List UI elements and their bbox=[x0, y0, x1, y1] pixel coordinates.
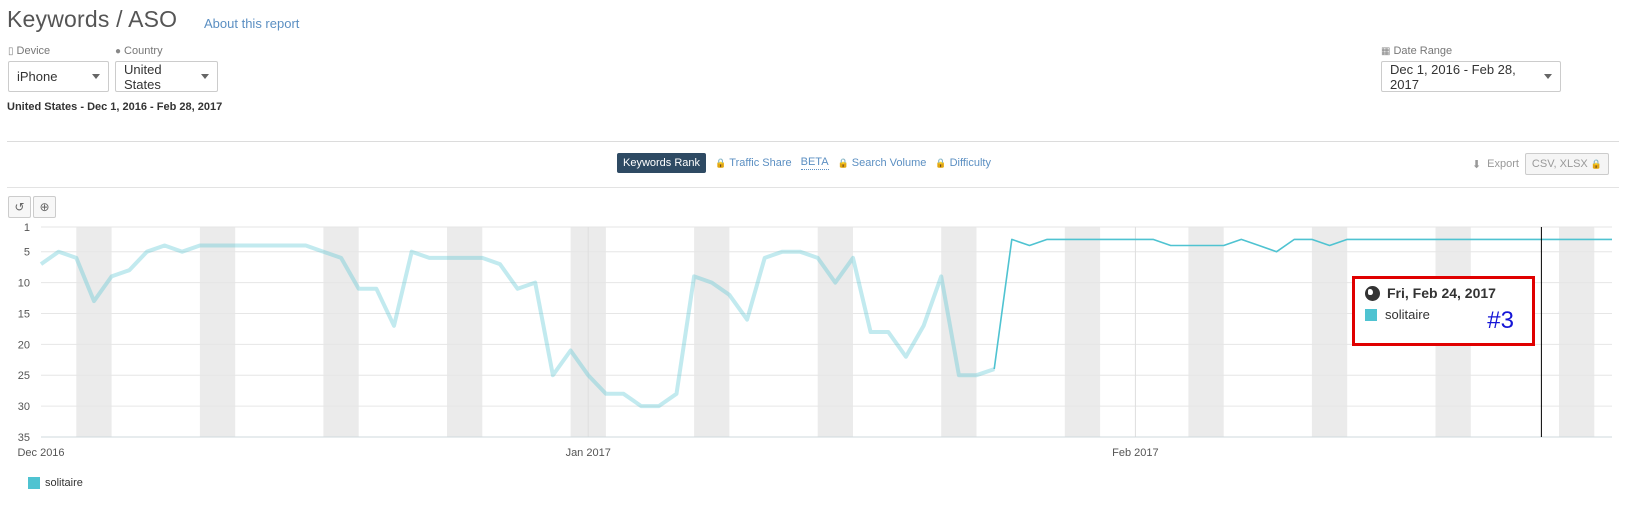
divider bbox=[7, 141, 1619, 142]
date-range-select[interactable]: Dec 1, 2016 - Feb 28, 2017 bbox=[1381, 61, 1561, 92]
tooltip-series-name: solitaire bbox=[1385, 307, 1430, 322]
export-button-label: CSV, XLSX bbox=[1531, 158, 1588, 170]
y-tick-label: 20 bbox=[18, 339, 30, 351]
y-tick-label: 10 bbox=[18, 278, 30, 290]
chart-tooltip: Fri, Feb 24, 2017 solitaire #3 bbox=[1352, 276, 1535, 346]
y-tick-label: 30 bbox=[18, 401, 30, 413]
country-select-value: United States bbox=[124, 61, 162, 92]
tooltip-series: solitaire bbox=[1365, 307, 1430, 322]
tab-keywords-rank[interactable]: Keywords Rank bbox=[617, 153, 707, 173]
weekend-band bbox=[76, 227, 112, 437]
tab-traffic-share[interactable]: 🔒 Traffic Share bbox=[715, 157, 792, 169]
chart-legend[interactable]: solitaire bbox=[28, 477, 83, 489]
weekend-band bbox=[447, 227, 483, 437]
device-icon: ▯ bbox=[8, 45, 14, 57]
tab-traffic-share-label: Traffic Share bbox=[729, 157, 792, 169]
tooltip-date: Fri, Feb 24, 2017 bbox=[1365, 285, 1496, 301]
weekend-band bbox=[1559, 227, 1595, 437]
y-tick-label: 25 bbox=[18, 370, 30, 382]
device-label: ▯ Device bbox=[8, 45, 50, 57]
series-line-solitaire bbox=[993, 238, 1612, 370]
page-title: Keywords / ASO bbox=[7, 6, 178, 32]
export-area: ⬇ Export CSV, XLSX 🔒 bbox=[1472, 153, 1609, 175]
y-tick-label: 5 bbox=[24, 247, 30, 259]
device-select[interactable]: iPhone bbox=[8, 61, 109, 92]
weekend-band bbox=[694, 227, 730, 437]
tab-difficulty[interactable]: 🔒 Difficulty bbox=[935, 157, 991, 169]
x-tick-label: Dec 2016 bbox=[17, 447, 64, 459]
weekend-band bbox=[941, 227, 977, 437]
country-label-text: Country bbox=[124, 45, 163, 57]
chart-zoom-controls: ↺ ⊕ bbox=[8, 196, 56, 218]
weekend-band bbox=[1188, 227, 1224, 437]
lock-icon: 🔒 bbox=[1590, 158, 1602, 169]
tab-search-volume[interactable]: 🔒 Search Volume bbox=[838, 157, 927, 169]
tab-difficulty-label: Difficulty bbox=[949, 157, 991, 169]
legend-series-name: solitaire bbox=[45, 477, 83, 489]
country-select[interactable]: United States bbox=[115, 61, 218, 92]
about-report-link[interactable]: About this report bbox=[204, 16, 300, 31]
beta-badge[interactable]: BETA bbox=[800, 156, 829, 170]
tab-search-volume-label: Search Volume bbox=[851, 157, 927, 169]
device-select-value: iPhone bbox=[17, 69, 58, 84]
export-label: Export bbox=[1487, 158, 1519, 170]
x-tick-label: Feb 2017 bbox=[1112, 447, 1158, 459]
device-label-text: Device bbox=[16, 45, 51, 57]
download-icon: ⬇ bbox=[1471, 158, 1482, 171]
country-label: ● Country bbox=[115, 45, 163, 57]
x-tick-label: Jan 2017 bbox=[566, 447, 611, 459]
y-tick-label: 1 bbox=[24, 222, 30, 234]
lock-icon: 🔒 bbox=[715, 157, 727, 168]
date-range-label: ▦ Date Range bbox=[1381, 45, 1452, 57]
y-tick-label: 35 bbox=[18, 432, 30, 444]
chevron-down-icon bbox=[92, 74, 100, 79]
date-range-label-text: Date Range bbox=[1393, 45, 1453, 57]
chevron-down-icon bbox=[1544, 74, 1552, 79]
lock-icon: 🔒 bbox=[935, 157, 947, 168]
globe-icon: ● bbox=[115, 45, 122, 57]
globe-icon bbox=[1365, 285, 1380, 301]
lock-icon: 🔒 bbox=[837, 157, 849, 168]
series-swatch bbox=[1365, 308, 1377, 321]
weekend-band bbox=[817, 227, 853, 437]
export-csv-xlsx-button[interactable]: CSV, XLSX 🔒 bbox=[1524, 153, 1609, 175]
weekend-band bbox=[323, 227, 359, 437]
chevron-down-icon bbox=[201, 74, 209, 79]
filter-summary: United States - Dec 1, 2016 - Feb 28, 20… bbox=[7, 101, 223, 113]
metric-tabs: Keywords Rank 🔒 Traffic Share BETA 🔒 Sea… bbox=[617, 153, 991, 173]
zoom-in-button[interactable]: ⊕ bbox=[33, 196, 56, 218]
divider bbox=[7, 187, 1619, 188]
date-range-select-value: Dec 1, 2016 - Feb 28, 2017 bbox=[1390, 61, 1516, 92]
calendar-icon: ▦ bbox=[1381, 45, 1391, 57]
tooltip-date-text: Fri, Feb 24, 2017 bbox=[1387, 285, 1496, 301]
legend-swatch bbox=[28, 477, 40, 489]
weekend-band bbox=[1064, 227, 1101, 437]
series-line-solitaire-faded bbox=[39, 243, 995, 409]
reset-zoom-button[interactable]: ↺ bbox=[8, 196, 31, 218]
weekend-band bbox=[199, 227, 236, 437]
tooltip-rank: #3 bbox=[1487, 307, 1514, 334]
y-tick-label: 15 bbox=[18, 308, 30, 320]
weekend-band bbox=[1311, 227, 1348, 437]
